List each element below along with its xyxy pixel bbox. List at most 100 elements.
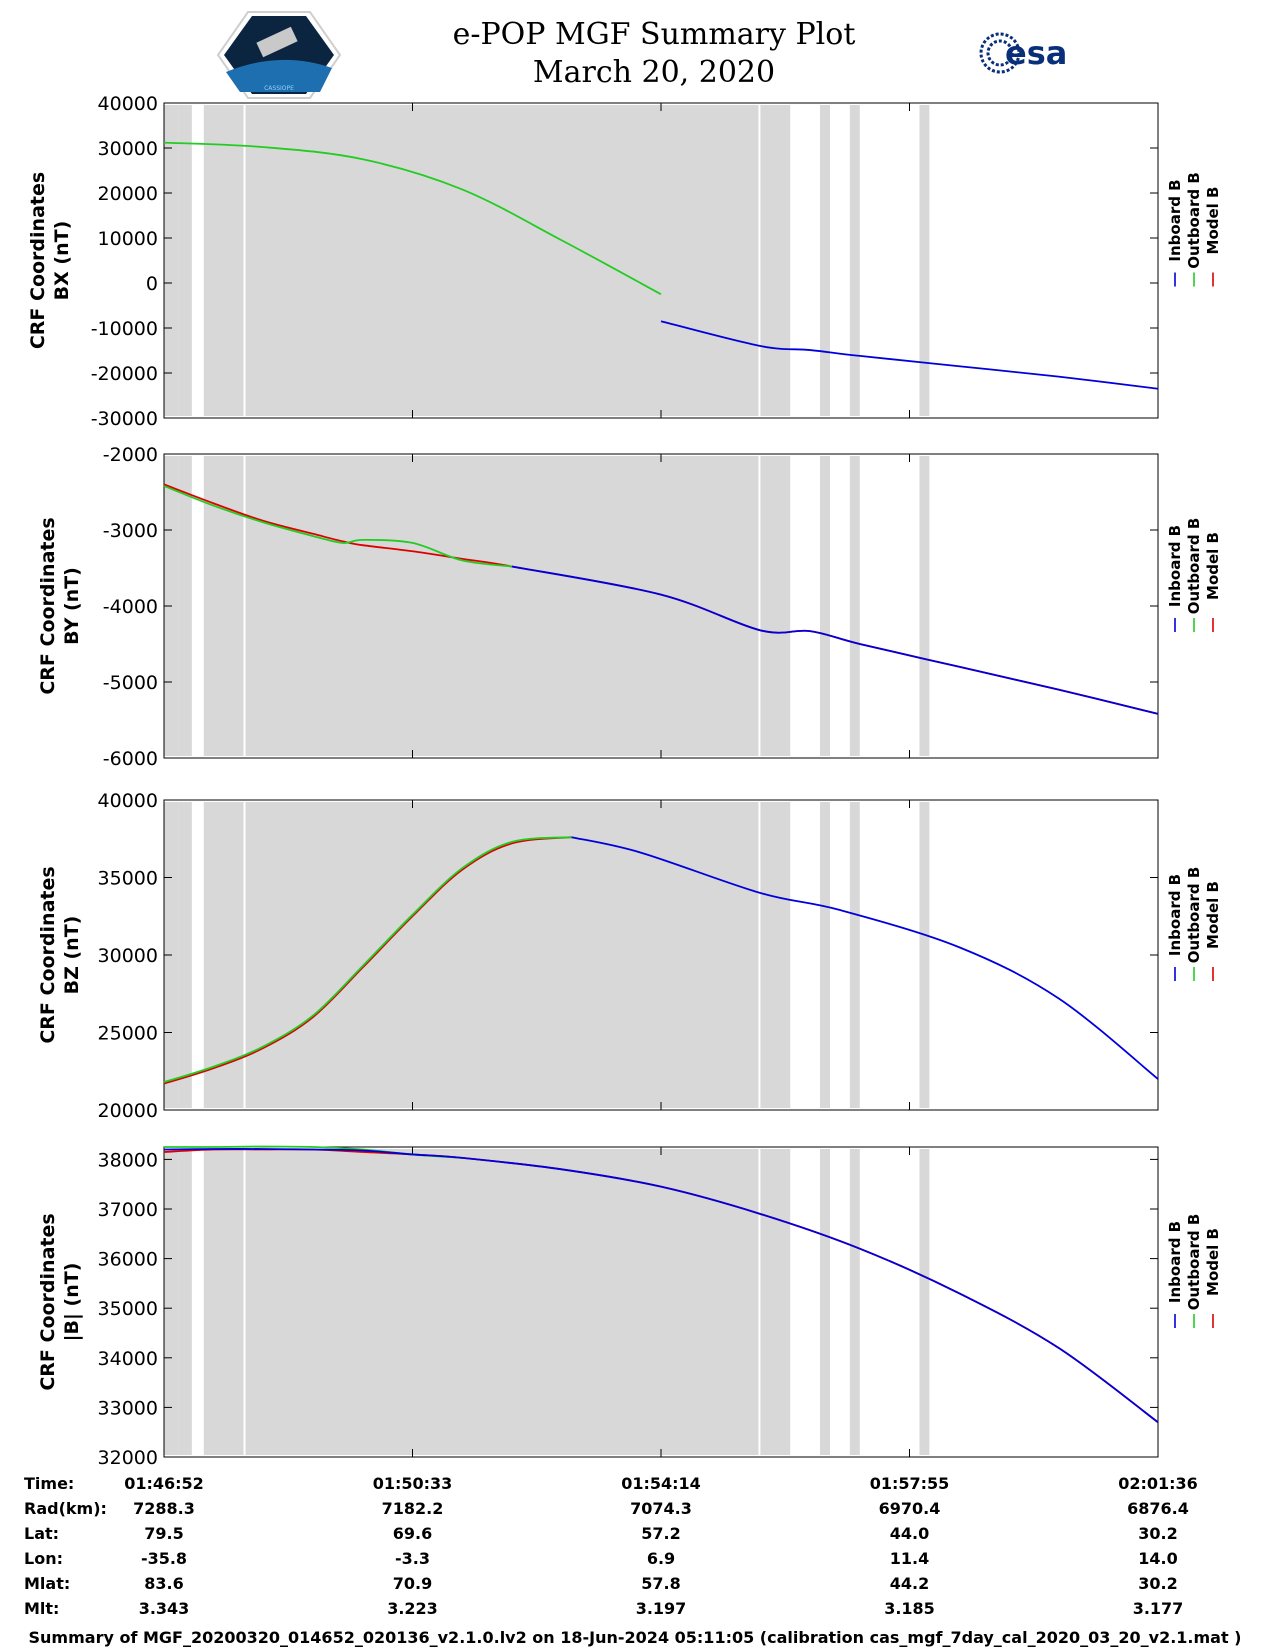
table-cell-3-0: -35.8 bbox=[141, 1549, 187, 1568]
legend-label-by-1: Outboard B bbox=[1185, 518, 1203, 615]
gap-bmag-4 bbox=[849, 1149, 860, 1455]
cassiope-logo-text: CASSIOPE bbox=[264, 85, 294, 92]
gap-bx-0 bbox=[178, 105, 192, 416]
table-cell-3-3: 11.4 bbox=[890, 1549, 929, 1568]
ylabel-bx-1: BX (nT) bbox=[51, 221, 73, 301]
table-cell-0-3: 01:57:55 bbox=[870, 1474, 950, 1493]
ephemeris-table: Time: 01:46:52 01:50:33 01:54:14 01:57:55 02:… bbox=[24, 1474, 1198, 1618]
table-cell-2-2: 57.2 bbox=[641, 1524, 680, 1543]
gap-by-4 bbox=[849, 456, 860, 756]
table-cell-3-2: 6.9 bbox=[647, 1549, 675, 1568]
ytick-label-bx-2: 20000 bbox=[98, 183, 158, 205]
ylabel-by-0: CRF Coordinates bbox=[37, 517, 59, 694]
gap-bx-start bbox=[164, 105, 179, 416]
esa-logo: esa bbox=[979, 32, 1067, 74]
table-cell-4-1: 70.9 bbox=[393, 1574, 432, 1593]
gap-bz-4 bbox=[849, 802, 860, 1108]
ylabel-bx-0: CRF Coordinates bbox=[27, 172, 49, 349]
gap-bx-5 bbox=[919, 105, 930, 416]
table-cell-5-2: 3.197 bbox=[636, 1599, 687, 1618]
table-cell-2-0: 79.5 bbox=[144, 1524, 183, 1543]
gap-bx-main bbox=[245, 105, 759, 416]
page-title: e-POP MGF Summary Plot bbox=[453, 17, 856, 52]
ytick-label-bmag-0: 38000 bbox=[98, 1149, 158, 1171]
table-cell-1-3: 6970.4 bbox=[879, 1499, 941, 1518]
ytick-label-bx-7: -30000 bbox=[91, 408, 158, 430]
table-cell-1-0: 7288.3 bbox=[133, 1499, 195, 1518]
legend-label-bz-1: Outboard B bbox=[1185, 867, 1203, 964]
gap-bz-3 bbox=[820, 802, 830, 1108]
gap-bmag-3 bbox=[820, 1149, 830, 1455]
ylabel-bmag-1: |B| (nT) bbox=[61, 1263, 83, 1342]
ytick-label-bx-4: 0 bbox=[146, 273, 158, 295]
legend-label-bx-2: Model B bbox=[1204, 187, 1222, 255]
ytick-label-bx-3: 10000 bbox=[98, 228, 158, 250]
ylabel-bz-0: CRF Coordinates bbox=[37, 866, 59, 1043]
table-cell-3-4: 14.0 bbox=[1138, 1549, 1177, 1568]
ytick-label-bmag-5: 33000 bbox=[98, 1397, 158, 1419]
table-cell-1-2: 7074.3 bbox=[630, 1499, 692, 1518]
ytick-label-bz-3: 25000 bbox=[98, 1023, 158, 1045]
gap-bz-1 bbox=[203, 802, 244, 1108]
panel-bx: 40000 30000 20000 10000 0 -10000 -20000 -30000 C… bbox=[27, 93, 1222, 430]
legend-label-bmag-2: Model B bbox=[1204, 1228, 1222, 1296]
gap-shading-bz bbox=[164, 802, 930, 1108]
panel-by: -2000 -3000 -4000 -5000 -6000 CRF Coordinates… bbox=[37, 444, 1222, 770]
legend-label-bz-2: Model B bbox=[1204, 881, 1222, 949]
series-by-outboard-b bbox=[163, 485, 513, 568]
ytick-label-bmag-1: 37000 bbox=[98, 1199, 158, 1221]
ytick-label-bz-2: 30000 bbox=[98, 945, 158, 967]
gap-shading-by bbox=[164, 456, 930, 756]
gap-bz-2 bbox=[760, 802, 791, 1108]
legend-label-bx-1: Outboard B bbox=[1185, 172, 1203, 269]
gap-bx-3 bbox=[820, 105, 830, 416]
legend-label-bz-0: Inboard B bbox=[1166, 874, 1184, 956]
gap-shading-bx bbox=[164, 105, 930, 416]
table-cell-0-2: 01:54:14 bbox=[621, 1474, 701, 1493]
table-cell-4-4: 30.2 bbox=[1138, 1574, 1177, 1593]
cassiope-logo: CASSIOPE bbox=[216, 11, 342, 99]
gap-bx-1 bbox=[203, 105, 244, 416]
gap-by-3 bbox=[820, 456, 830, 756]
legend-label-by-2: Model B bbox=[1204, 532, 1222, 600]
ytick-label-bmag-3: 35000 bbox=[98, 1298, 158, 1320]
table-cell-1-1: 7182.2 bbox=[382, 1499, 444, 1518]
panel-bmag: 38000 37000 36000 35000 34000 33000 32000 CRF C… bbox=[37, 1145, 1222, 1469]
ytick-label-by-0: -2000 bbox=[103, 444, 158, 466]
gap-bx-4 bbox=[849, 105, 860, 416]
ytick-label-by-4: -6000 bbox=[103, 748, 158, 770]
legend-label-by-0: Inboard B bbox=[1166, 525, 1184, 607]
gap-bmag-1 bbox=[203, 1149, 244, 1455]
gap-by-0 bbox=[178, 456, 192, 756]
series-bz-model-b bbox=[163, 836, 572, 1085]
footer-summary: Summary of MGF_20200320_014652_020136_v2… bbox=[29, 1628, 1242, 1647]
table-cell-0-1: 01:50:33 bbox=[373, 1474, 453, 1493]
series-by-inboard-b bbox=[511, 565, 1159, 715]
table-cell-1-4: 6876.4 bbox=[1127, 1499, 1189, 1518]
table-row-label-0: Time: bbox=[24, 1474, 74, 1493]
ytick-label-by-3: -5000 bbox=[103, 672, 158, 694]
table-cell-0-4: 02:01:36 bbox=[1118, 1474, 1198, 1493]
gap-bmag-5 bbox=[919, 1149, 930, 1455]
table-cell-2-1: 69.6 bbox=[393, 1524, 432, 1543]
series-bmag-inboard-b bbox=[163, 1148, 1159, 1424]
panel-bz: 40000 35000 30000 25000 20000 CRF Coordinates… bbox=[37, 790, 1222, 1122]
ytick-label-bx-1: 30000 bbox=[98, 138, 158, 160]
ytick-label-bx-5: -10000 bbox=[91, 318, 158, 340]
ytick-label-bz-0: 40000 bbox=[98, 790, 158, 812]
table-cell-2-3: 44.0 bbox=[890, 1524, 929, 1543]
gap-bmag-2 bbox=[760, 1149, 791, 1455]
esa-logo-text: esa bbox=[1005, 34, 1067, 72]
gap-bz-main bbox=[245, 802, 759, 1108]
gap-bmag-main bbox=[245, 1149, 759, 1455]
page-date: March 20, 2020 bbox=[533, 55, 775, 90]
ylabel-bmag-0: CRF Coordinates bbox=[37, 1213, 59, 1390]
table-cell-0-0: 01:46:52 bbox=[124, 1474, 204, 1493]
legend-label-bmag-1: Outboard B bbox=[1185, 1214, 1203, 1311]
table-row-label-2: Lat: bbox=[24, 1524, 59, 1543]
table-cell-5-4: 3.177 bbox=[1133, 1599, 1184, 1618]
plot-panels: 40000 30000 20000 10000 0 -10000 -20000 -30000 C… bbox=[27, 93, 1222, 1469]
gap-by-2 bbox=[760, 456, 791, 756]
table-cell-5-0: 3.343 bbox=[139, 1599, 190, 1618]
ylabel-bz-1: BZ (nT) bbox=[61, 916, 83, 995]
